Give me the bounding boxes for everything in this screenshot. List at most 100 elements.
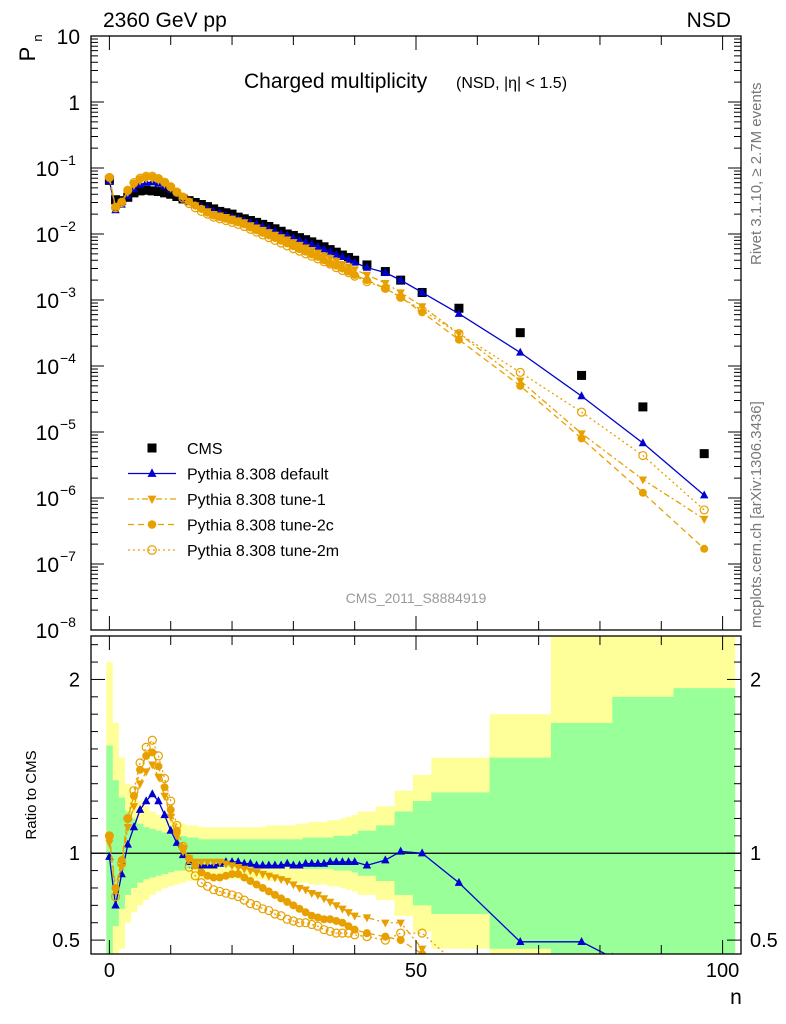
legend-marker-pythia-8-308-default — [147, 468, 157, 477]
point-cms — [129, 188, 139, 198]
ratio-point-pythia-8-308-tune-2m — [270, 909, 280, 919]
point-pythia-8-308-default — [417, 287, 427, 296]
y-tick-label-bottom-left: 2 — [69, 669, 80, 691]
ratio-point-pythia-8-308-default — [516, 937, 525, 945]
x-tick-label: 0 — [104, 960, 115, 982]
ratio-point-pythia-8-308-tune-2m — [166, 796, 176, 806]
y-tick-label-bottom-left: 0.5 — [52, 930, 80, 952]
ratio-point-pythia-8-308-tune-2c — [252, 880, 261, 889]
legend-marker-cms — [147, 443, 157, 453]
ratio-point-pythia-8-308-tune-2m — [117, 859, 127, 869]
ratio-point-pythia-8-308-default — [129, 822, 139, 831]
ratio-point-pythia-8-308-tune-2m — [159, 773, 170, 784]
point-pythia-8-308-tune-2m — [319, 257, 329, 267]
point-pythia-8-308-default — [295, 235, 304, 244]
ratio-point-pythia-8-308-default — [338, 857, 347, 866]
point-pythia-8-308-tune-2c — [123, 186, 132, 195]
mcplots-label: mcplots.cern.ch [arXiv:1306.3436] — [748, 401, 765, 628]
point-pythia-8-308-default — [381, 267, 390, 276]
y-tick-label-base: 10 — [36, 158, 59, 181]
x-axis-label: n — [730, 986, 742, 1009]
point-pythia-8-308-tune-2m — [515, 367, 525, 377]
point-pythia-8-308-tune-2c — [516, 381, 525, 390]
ratio-point-pythia-8-308-tune-2m — [215, 886, 225, 897]
ratio-point-pythia-8-308-tune-2c — [258, 883, 267, 892]
ratio-point-pythia-8-308-tune-2m — [245, 899, 256, 909]
ratio-point-pythia-8-308-tune-2c — [332, 916, 341, 925]
band-inner — [612, 696, 674, 954]
point-pythia-8-308-tune-2m — [184, 198, 194, 209]
point-pythia-8-308-tune-1 — [516, 377, 525, 386]
point-pythia-8-308-tune-2m — [380, 283, 390, 293]
y-tick-label-exp: −3 — [60, 284, 76, 300]
header-left: 2360 GeV pp — [103, 9, 227, 32]
ratio-point-pythia-8-308-default — [307, 858, 316, 867]
point-pythia-8-308-tune-2m — [221, 215, 231, 226]
point-pythia-8-308-tune-2m — [417, 305, 427, 315]
ratio-point-pythia-8-308-tune-1 — [325, 898, 335, 907]
y-tick-label-bottom-left: 1 — [69, 843, 80, 865]
ratio-point-pythia-8-308-tune-1 — [141, 768, 151, 777]
ratio-point-pythia-8-308-default — [417, 848, 427, 857]
point-pythia-8-308-tune-2m — [135, 173, 145, 183]
point-pythia-8-308-default — [301, 237, 310, 246]
ratio-point-pythia-8-308-default — [283, 858, 292, 867]
point-pythia-8-308-default — [577, 391, 586, 400]
y-tick-label-top: 10 −2 — [36, 218, 77, 247]
ratio-point-pythia-8-308-default — [270, 860, 280, 869]
y-tick-label-base: 10 — [36, 290, 59, 313]
point-pythia-8-308-tune-2m — [282, 241, 292, 251]
point-pythia-8-308-tune-1 — [577, 430, 586, 439]
point-pythia-8-308-tune-2m — [251, 227, 262, 237]
legend-label-pythia-8-308-tune-1: Pythia 8.308 tune-1 — [187, 492, 326, 509]
ratio-point-pythia-8-308-tune-1 — [123, 823, 132, 832]
y-tick-label-bottom-right: 0.5 — [750, 930, 778, 952]
ratio-point-pythia-8-308-tune-2m — [307, 919, 317, 930]
ratio-point-pythia-8-308-tune-2m — [184, 862, 194, 872]
ratio-point-pythia-8-308-tune-2m — [110, 892, 121, 902]
point-pythia-8-308-default — [319, 244, 329, 253]
point-pythia-8-308-default — [289, 232, 298, 241]
ratio-point-pythia-8-308-tune-2c — [142, 751, 151, 760]
point-pythia-8-308-tune-2m — [350, 271, 360, 281]
point-pythia-8-308-tune-2m — [396, 292, 406, 302]
x-tick-label: 50 — [405, 960, 427, 982]
point-cms — [111, 195, 121, 205]
ratio-point-pythia-8-308-tune-2m — [147, 735, 157, 745]
point-pythia-8-308-tune-2m — [141, 171, 151, 181]
ratio-point-pythia-8-308-tune-2c — [246, 877, 255, 886]
point-pythia-8-308-tune-2m — [638, 450, 648, 461]
ratio-point-pythia-8-308-tune-1 — [381, 919, 390, 928]
point-pythia-8-308-tune-2m — [337, 265, 348, 276]
ratio-point-pythia-8-308-tune-2c — [228, 870, 237, 879]
y-axis-label-bottom: Ratio to CMS — [23, 750, 40, 839]
ratio-point-pythia-8-308-tune-2c — [418, 950, 427, 954]
point-pythia-8-308-tune-2c — [577, 434, 586, 443]
ratio-point-pythia-8-308-tune-2m — [331, 928, 341, 938]
ratio-point-pythia-8-308-tune-2m — [282, 914, 292, 924]
point-cms — [515, 328, 525, 338]
point-pythia-8-308-tune-2m — [123, 185, 133, 195]
title-sub: (NSD, |η| < 1.5) — [456, 75, 567, 92]
y-tick-label-base: 10 — [36, 224, 59, 247]
ratio-point-pythia-8-308-tune-2m — [350, 930, 360, 940]
point-cms — [638, 402, 648, 412]
ratio-point-pythia-8-308-default — [344, 857, 353, 866]
svg-text:n: n — [30, 34, 45, 41]
point-pythia-8-308-tune-2m — [699, 505, 709, 515]
ratio-point-pythia-8-308-default — [148, 789, 157, 798]
point-pythia-8-308-tune-2m — [172, 187, 182, 197]
ratio-point-pythia-8-308-tune-2c — [326, 915, 335, 924]
point-cms — [166, 189, 176, 199]
point-pythia-8-308-default — [454, 308, 464, 317]
ratio-point-pythia-8-308-tune-2m — [301, 918, 311, 928]
ratio-point-pythia-8-308-tune-1 — [344, 909, 353, 918]
point-pythia-8-308-default — [344, 254, 353, 263]
point-pythia-8-308-tune-2m — [288, 244, 298, 254]
y-tick-label-bottom-right: 2 — [750, 669, 761, 691]
point-pythia-8-308-tune-2m — [576, 407, 587, 417]
ratio-point-pythia-8-308-tune-2c — [344, 922, 353, 931]
legend-label-pythia-8-308-default: Pythia 8.308 default — [187, 467, 329, 484]
ratio-point-pythia-8-308-tune-2m — [129, 786, 139, 796]
ratio-point-pythia-8-308-tune-2m — [209, 885, 219, 895]
